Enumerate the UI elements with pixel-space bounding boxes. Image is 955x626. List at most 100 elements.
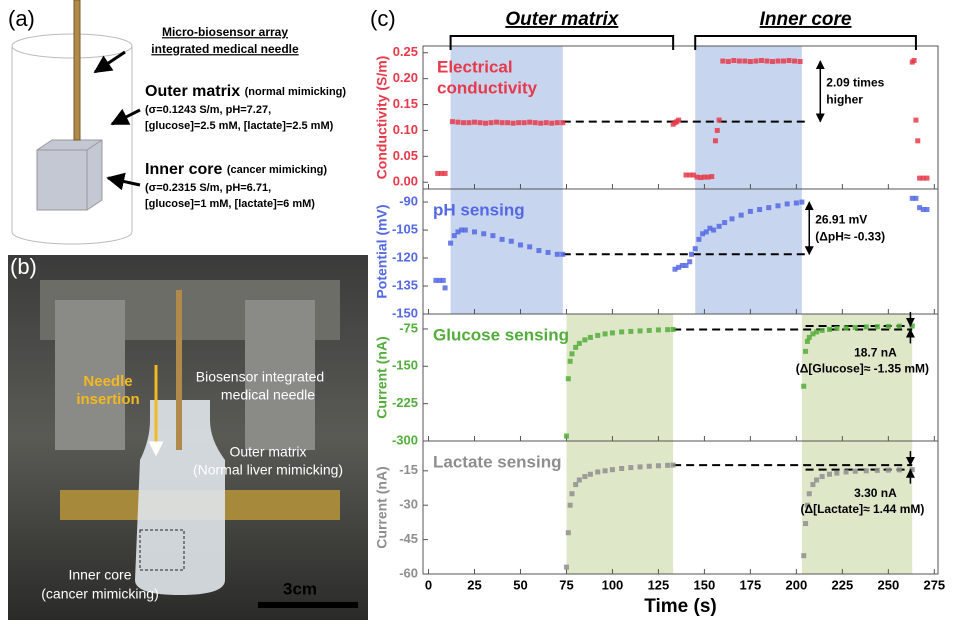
data-point	[690, 172, 696, 178]
data-point	[472, 229, 477, 235]
data-point	[587, 334, 593, 340]
data-point	[595, 332, 601, 338]
data-point	[801, 383, 807, 389]
data-point	[508, 238, 514, 244]
data-point	[563, 433, 569, 439]
data-point	[505, 120, 511, 126]
data-point	[757, 207, 763, 213]
x-tick-label: 125	[648, 577, 670, 592]
data-point	[510, 120, 516, 126]
inner-title: Inner core (cancer mimicking)	[145, 161, 327, 178]
data-point	[560, 251, 566, 257]
y-tick-label: -45	[399, 531, 418, 546]
data-point	[711, 227, 717, 233]
data-point	[747, 59, 753, 65]
data-point	[784, 201, 790, 207]
data-point	[670, 462, 676, 468]
y-tick-label: -75	[399, 320, 418, 335]
data-point	[742, 58, 748, 64]
data-point	[924, 175, 930, 181]
data-point	[806, 491, 812, 497]
phase-bracket	[449, 35, 675, 50]
data-point	[587, 471, 593, 477]
data-point	[494, 119, 500, 125]
y-tick-label: -120	[392, 249, 418, 264]
data-point	[527, 244, 533, 250]
data-point	[488, 120, 494, 126]
data-point	[619, 329, 625, 335]
data-point	[698, 175, 704, 181]
data-point	[885, 467, 891, 473]
data-point	[567, 358, 573, 364]
arrow	[106, 172, 141, 191]
data-point	[781, 58, 786, 64]
panel-label: (b)	[10, 254, 37, 279]
data-point	[701, 174, 707, 180]
data-point	[689, 251, 695, 257]
y-axis-label: Current (nA)	[374, 466, 390, 548]
y-axis-label: Potential (mV)	[374, 204, 390, 298]
series-label: Lactate sensing	[433, 452, 562, 471]
data-point	[549, 120, 555, 126]
data-point	[786, 58, 792, 64]
data-point	[628, 328, 634, 334]
data-point	[917, 205, 923, 211]
phantom-drawing	[11, 0, 133, 245]
data-point	[707, 225, 713, 231]
data-point	[909, 195, 915, 201]
data-point	[451, 233, 457, 239]
data-point	[472, 119, 477, 125]
data-point	[449, 119, 455, 125]
data-point	[819, 327, 825, 333]
outer-detail: [glucose]=2.5 mM, [lactate]=2.5 mM)	[145, 120, 334, 132]
y-axis-label: Conductivity (S/m)	[374, 56, 390, 180]
data-point	[834, 325, 840, 331]
data-point	[490, 233, 496, 239]
y-tick-label: 0.05	[393, 148, 418, 163]
data-point	[920, 207, 926, 213]
data-point	[810, 482, 816, 488]
y-tick-label: 0.00	[393, 174, 418, 189]
arrow	[93, 50, 126, 74]
data-point	[567, 502, 573, 508]
needle-insertion: Needle	[83, 373, 132, 390]
data-point	[637, 328, 643, 334]
annotation-text: (Δ[Lactate]≈ 1.44 mM)	[800, 502, 924, 516]
annotation-text: 18.7 nA	[854, 346, 897, 360]
data-point	[670, 326, 676, 332]
data-point	[758, 58, 764, 64]
y-tick-label: 0.20	[393, 70, 418, 85]
data-point	[554, 120, 560, 126]
y-tick-label: -105	[392, 221, 418, 236]
data-point	[716, 223, 722, 229]
y-tick-label: -225	[392, 395, 418, 410]
data-point	[792, 58, 798, 64]
data-point	[448, 240, 454, 246]
y-tick-label: -300	[392, 432, 418, 447]
data-point	[437, 277, 443, 283]
data-point	[769, 59, 775, 65]
y-tick-label: -150	[392, 358, 418, 373]
highlight-span	[566, 314, 674, 441]
data-point	[573, 482, 579, 488]
data-point	[913, 117, 919, 123]
outer-label: Outer matrix	[229, 444, 306, 460]
y-tick-label: -30	[399, 497, 418, 512]
x-tick-label: 100	[602, 577, 624, 592]
data-point	[483, 120, 489, 126]
data-point	[582, 337, 588, 343]
data-point	[602, 468, 608, 474]
highlight-span	[450, 189, 563, 314]
data-point	[565, 530, 571, 536]
data-point	[700, 231, 706, 237]
data-point	[573, 344, 579, 350]
data-point	[576, 477, 582, 483]
biosensor-label: medical needle	[221, 387, 315, 403]
x-tick-label: 25	[467, 577, 481, 592]
data-point	[532, 120, 538, 126]
data-point	[843, 469, 849, 475]
arrow	[110, 108, 141, 126]
data-point	[435, 170, 441, 176]
data-point	[521, 120, 527, 126]
panel-label: (a)	[8, 6, 35, 31]
